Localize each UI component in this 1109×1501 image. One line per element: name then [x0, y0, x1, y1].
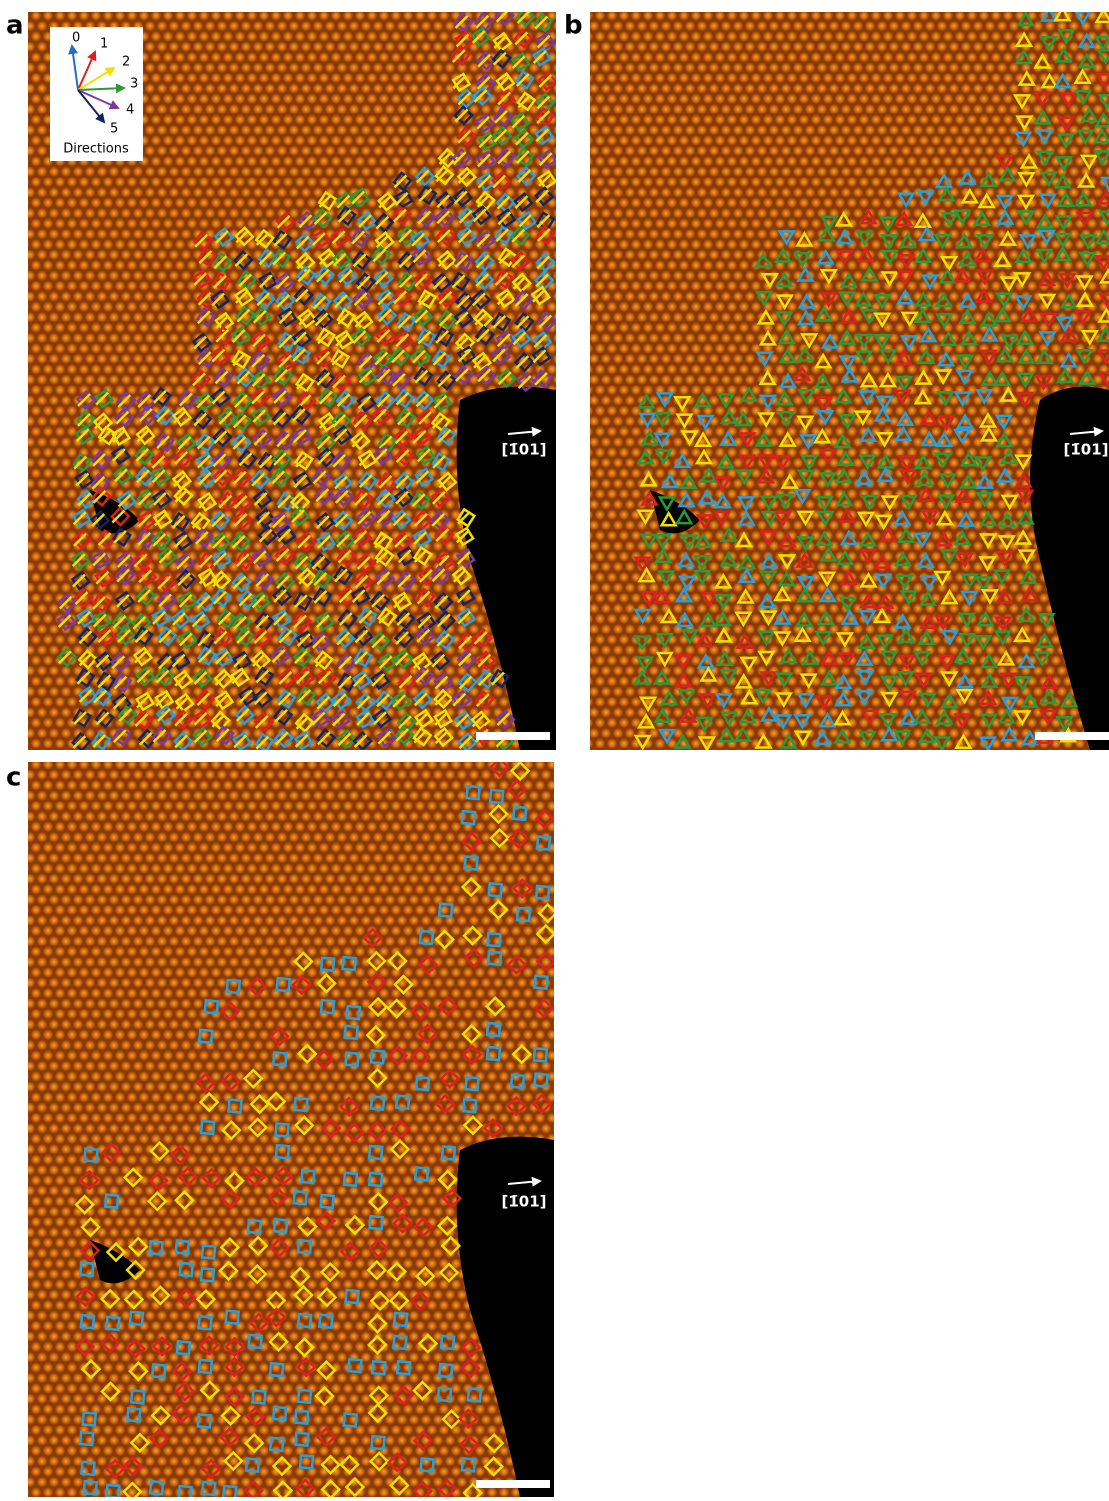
- figure: 0 1 2 3 4 5 Directions a b c [1̄01] [1̄0…: [0, 0, 1109, 1497]
- legend-title: Directions: [63, 142, 129, 157]
- panel-label: c: [6, 763, 21, 793]
- axis-label: [1̄01]: [501, 1193, 546, 1211]
- scale-bar: [476, 732, 550, 740]
- panel-label: a: [6, 11, 24, 41]
- axis-label: [1̄01]: [501, 441, 546, 459]
- direction-label: 4: [126, 103, 134, 118]
- scale-bar: [476, 1480, 550, 1488]
- direction-label: 5: [110, 122, 118, 137]
- direction-label: 3: [130, 77, 138, 92]
- direction-label: 0: [72, 31, 80, 46]
- axis-label: [1̄01]: [1063, 441, 1108, 459]
- direction-label: 1: [100, 37, 108, 52]
- panel-label: b: [564, 11, 583, 41]
- scale-bar: [1035, 732, 1109, 740]
- direction-label: 2: [122, 55, 130, 70]
